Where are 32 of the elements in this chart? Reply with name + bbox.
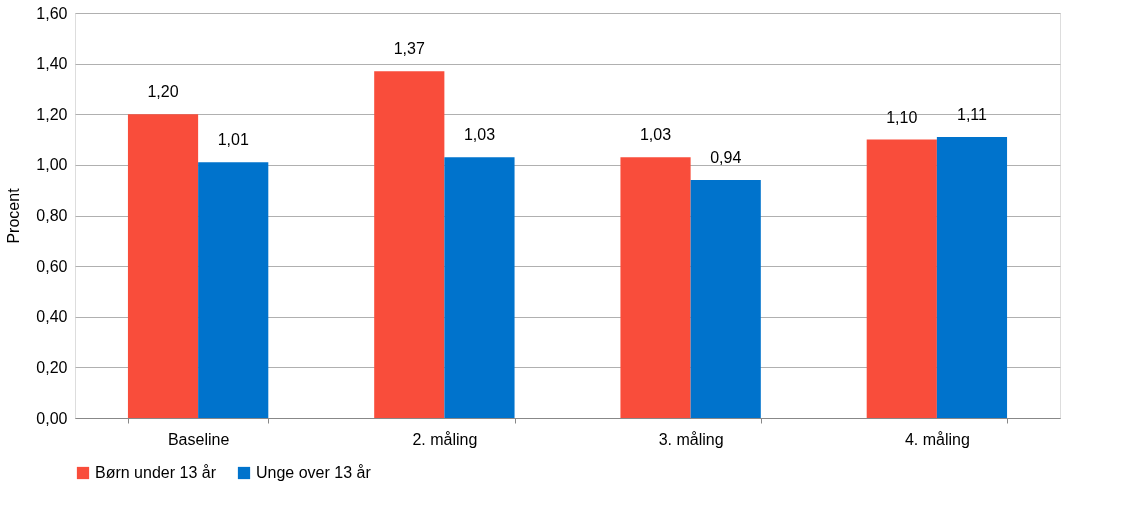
legend-label: Børn under 13 år (95, 464, 217, 481)
legend-label: Unge over 13 år (256, 464, 372, 481)
bar (620, 157, 691, 418)
data-label: 1,03 (463, 126, 496, 144)
data-label: 1,01 (217, 131, 249, 149)
y-tick-label: 1,60 (36, 4, 68, 22)
y-tick-label: 1,20 (36, 105, 68, 123)
data-label: 0,94 (710, 149, 742, 167)
y-tick-label: 0,40 (36, 308, 68, 326)
y-tick-label: 0,20 (36, 358, 68, 376)
bar (866, 139, 937, 418)
bar (127, 114, 199, 418)
y-axis-title: Procent (5, 187, 23, 244)
data-label: 1,37 (393, 40, 425, 58)
data-label: 1,03 (639, 126, 672, 144)
y-tick-label: 0,00 (36, 409, 68, 427)
y-tick-label: 1,40 (36, 55, 68, 73)
x-tick-label: Baseline (167, 430, 230, 448)
y-tick-label: 0,60 (36, 257, 68, 275)
bar (690, 180, 761, 418)
data-label: 1,10 (886, 108, 918, 126)
x-tick-label: 4. måling (904, 430, 970, 448)
y-tick-label: 0,80 (36, 207, 68, 224)
bar (374, 71, 445, 418)
bar (444, 157, 515, 418)
data-label: 1,11 (956, 106, 988, 124)
x-tick-label: 2. måling (412, 430, 478, 448)
bar (936, 137, 1008, 418)
y-tick-label: 1,00 (36, 156, 68, 174)
bar (198, 162, 269, 418)
data-label: 1,20 (147, 83, 179, 101)
x-tick-label: 3. måling (658, 430, 724, 448)
